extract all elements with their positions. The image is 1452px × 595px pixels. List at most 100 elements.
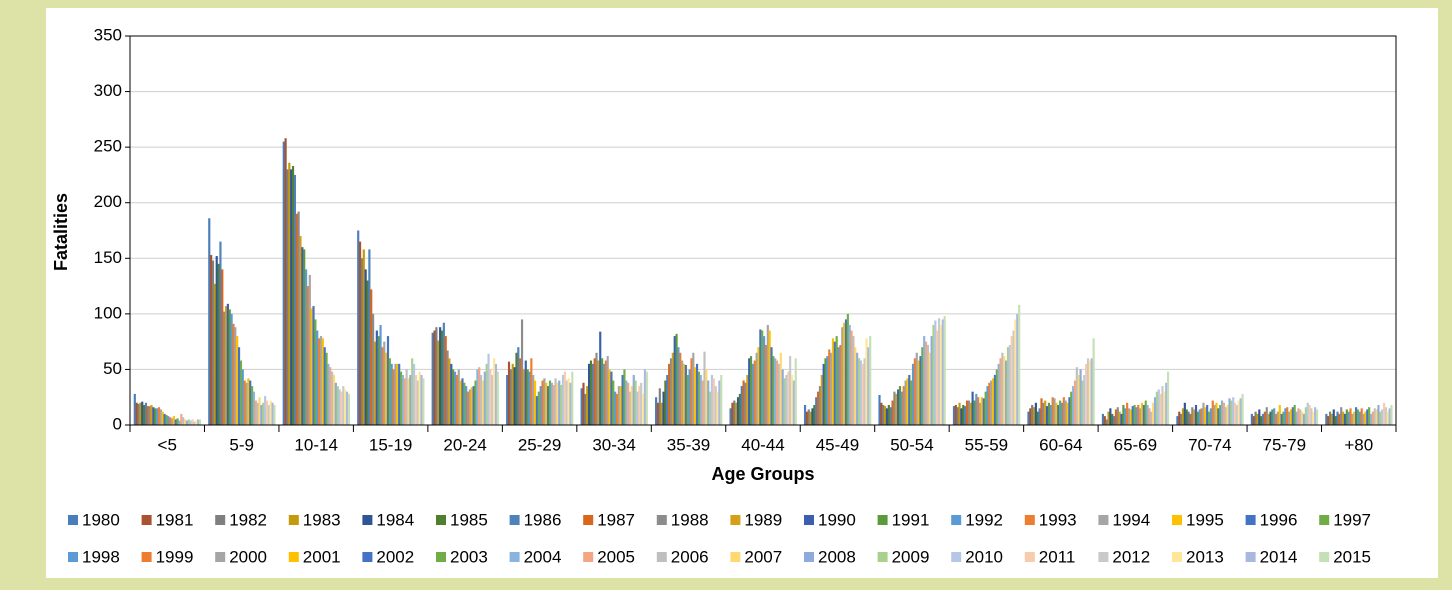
bar bbox=[524, 360, 527, 425]
x-tick-label: 30-34 bbox=[592, 435, 635, 454]
bar bbox=[336, 386, 339, 425]
bar bbox=[493, 358, 496, 425]
bar bbox=[1209, 408, 1212, 425]
bar bbox=[1254, 411, 1257, 425]
bar bbox=[252, 391, 256, 425]
bar bbox=[889, 407, 892, 425]
bar bbox=[539, 386, 542, 425]
bar bbox=[422, 378, 425, 425]
bar bbox=[1336, 411, 1339, 425]
bar bbox=[718, 380, 721, 425]
bar bbox=[628, 391, 632, 425]
bar bbox=[1105, 419, 1108, 425]
bar bbox=[358, 241, 362, 425]
bar bbox=[515, 352, 518, 425]
bar bbox=[522, 369, 525, 425]
bar bbox=[671, 352, 674, 425]
bar bbox=[688, 369, 691, 425]
bar bbox=[763, 336, 766, 425]
bar bbox=[176, 418, 179, 425]
legend-label: 1990 bbox=[818, 510, 856, 529]
bar bbox=[969, 402, 972, 425]
bar bbox=[824, 358, 827, 425]
bar bbox=[148, 406, 151, 425]
legend-swatch bbox=[730, 515, 741, 525]
bar bbox=[759, 329, 762, 425]
bar bbox=[530, 358, 533, 425]
bar bbox=[766, 324, 769, 425]
legend-swatch bbox=[362, 552, 373, 562]
bar bbox=[152, 407, 155, 425]
bar bbox=[1116, 407, 1119, 425]
bar bbox=[342, 386, 345, 425]
bar bbox=[898, 386, 902, 425]
bar bbox=[1217, 408, 1220, 425]
bar bbox=[1269, 411, 1272, 425]
bar bbox=[1068, 397, 1071, 425]
bar bbox=[954, 404, 957, 425]
bar bbox=[286, 169, 289, 425]
legend-swatch bbox=[141, 515, 152, 525]
bar bbox=[494, 363, 498, 425]
bar bbox=[751, 363, 754, 425]
bar bbox=[1342, 411, 1345, 425]
bar bbox=[308, 274, 311, 425]
y-tick-label: 250 bbox=[94, 137, 122, 156]
bar bbox=[692, 352, 695, 425]
bar bbox=[465, 386, 468, 425]
bar bbox=[1083, 374, 1086, 425]
bar bbox=[1126, 402, 1129, 425]
legend-swatch bbox=[583, 515, 594, 525]
bar bbox=[1085, 363, 1088, 425]
bar bbox=[392, 369, 395, 425]
bar bbox=[699, 374, 702, 425]
bar bbox=[856, 352, 859, 425]
bar bbox=[161, 411, 164, 425]
bar bbox=[660, 402, 663, 425]
bar bbox=[1150, 411, 1153, 425]
legend-label: 2010 bbox=[965, 547, 1003, 566]
bar bbox=[1010, 336, 1013, 425]
bar bbox=[198, 419, 202, 425]
bar bbox=[854, 347, 857, 425]
bar bbox=[621, 374, 624, 425]
bar bbox=[241, 369, 244, 425]
bar bbox=[548, 380, 552, 425]
bar bbox=[1133, 404, 1136, 425]
bar bbox=[655, 397, 658, 425]
bar bbox=[818, 386, 822, 425]
bar bbox=[869, 336, 872, 425]
legend-label: 1989 bbox=[744, 510, 782, 529]
bar bbox=[580, 388, 583, 425]
legend-swatch bbox=[436, 515, 446, 525]
bar bbox=[710, 374, 714, 425]
bar bbox=[677, 347, 680, 425]
bar bbox=[753, 360, 756, 425]
legend-label: 1997 bbox=[1333, 510, 1371, 529]
bar bbox=[805, 411, 808, 425]
bar bbox=[761, 330, 764, 425]
bar bbox=[1282, 411, 1285, 425]
bar bbox=[1032, 407, 1036, 425]
bar bbox=[303, 249, 306, 425]
bar bbox=[489, 369, 492, 425]
bar bbox=[729, 408, 732, 425]
bar bbox=[988, 382, 991, 425]
bar bbox=[1271, 409, 1274, 425]
bar bbox=[1235, 404, 1239, 425]
bar bbox=[809, 411, 812, 425]
bar bbox=[532, 374, 535, 425]
bar bbox=[645, 371, 648, 425]
bar bbox=[1369, 413, 1373, 425]
bar bbox=[444, 336, 447, 425]
bar bbox=[887, 404, 890, 425]
bar bbox=[243, 380, 246, 425]
bar bbox=[223, 311, 226, 425]
bar bbox=[1167, 371, 1170, 425]
bar bbox=[841, 327, 844, 425]
bar bbox=[1122, 404, 1125, 425]
bar bbox=[213, 283, 216, 425]
bar bbox=[1382, 402, 1386, 425]
bar bbox=[826, 356, 829, 425]
